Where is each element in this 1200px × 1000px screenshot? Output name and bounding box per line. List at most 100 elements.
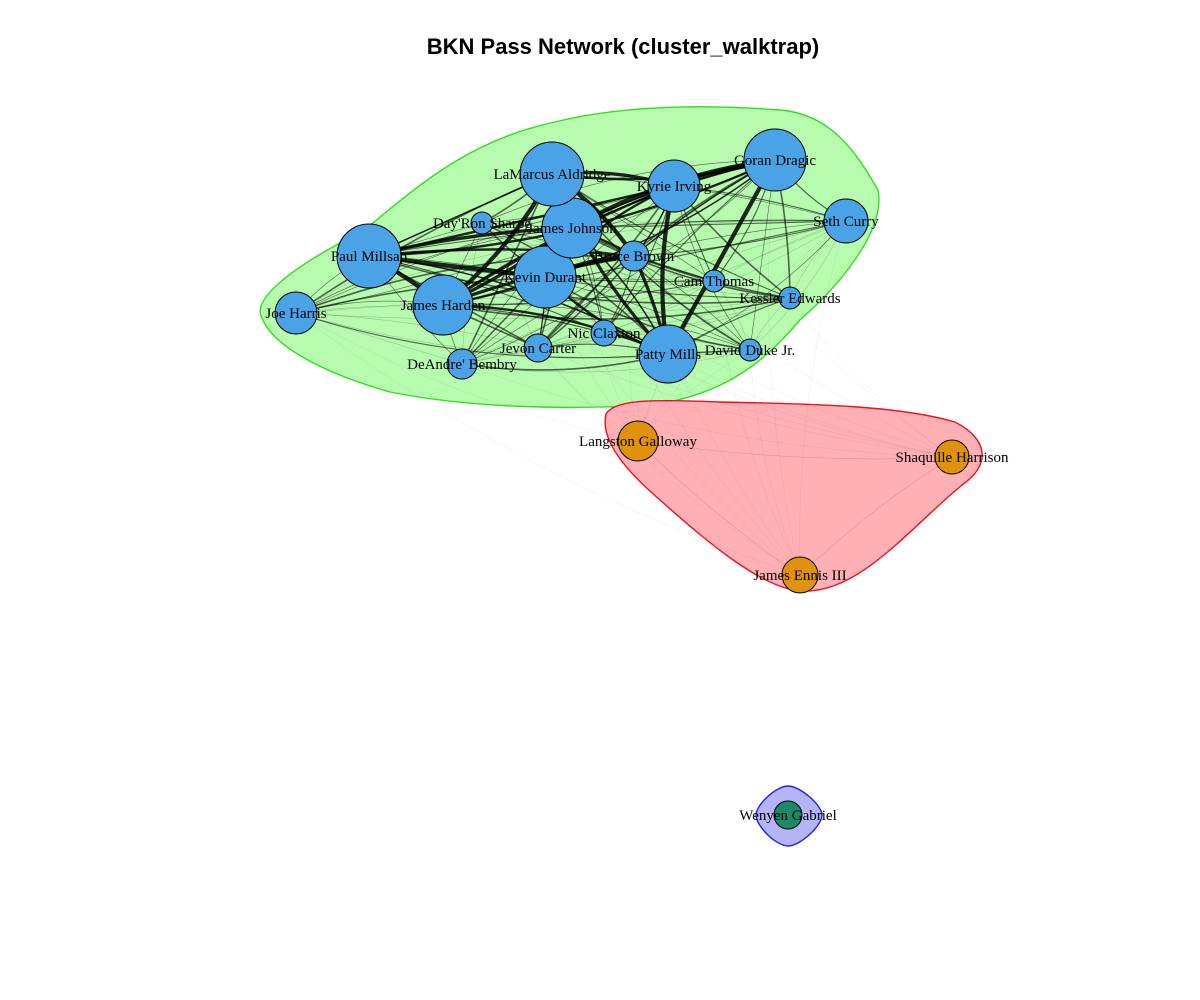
pass-edge <box>749 349 801 576</box>
player-label: James Johnson <box>527 221 617 237</box>
pass-edge <box>633 255 801 576</box>
pass-edge <box>537 280 715 349</box>
player-label: James Ennis III <box>753 568 846 584</box>
pass-edge <box>633 255 751 351</box>
cluster-hull-2 <box>604 399 983 592</box>
player-label: Jevon Carter <box>500 341 576 357</box>
pass-edge <box>442 297 791 320</box>
pass-edge <box>295 173 553 314</box>
player-label: Kessler Edwards <box>739 291 840 307</box>
pass-edge <box>368 255 791 305</box>
player-node <box>446 348 478 380</box>
pass-edge <box>368 184 675 258</box>
player-node <box>934 439 970 475</box>
player-label: Patty Mills <box>635 347 701 363</box>
player-label: Cam Thomas <box>674 274 754 290</box>
pass-edge <box>461 255 635 365</box>
pass-edge <box>789 297 953 458</box>
pass-edge <box>537 159 776 349</box>
player-label: Wenyen Gabriel <box>739 808 837 824</box>
pass-edge <box>461 220 847 365</box>
player-node <box>519 141 585 207</box>
player-label: Bruce Brown <box>594 249 675 265</box>
pass-edge <box>603 280 715 334</box>
player-node <box>412 274 474 336</box>
pass-edge <box>633 220 847 257</box>
player-node <box>590 319 618 347</box>
player-label: Joe Harris <box>265 306 326 322</box>
pass-edge <box>713 280 801 576</box>
pass-edge <box>481 159 776 224</box>
pass-edge <box>481 222 791 299</box>
player-label: Paul Millsap <box>331 249 407 265</box>
player-node <box>781 556 819 594</box>
player-label: James Harden <box>401 298 486 314</box>
pass-edge <box>295 185 675 314</box>
pass-edge <box>461 349 751 373</box>
pass-edge <box>442 280 715 306</box>
player-label: Day'Ron Sharpe <box>433 216 531 232</box>
player-label: Kyrie Irving <box>637 179 712 195</box>
player-label: Nic Claxton <box>568 326 641 342</box>
player-node <box>743 128 807 192</box>
pass-edge <box>628 255 639 442</box>
pass-edge <box>544 276 801 576</box>
player-node <box>513 245 577 309</box>
player-label: Shaquille Harrison <box>896 450 1009 466</box>
player-node <box>638 324 698 384</box>
player-nodes <box>274 128 970 830</box>
pass-edge <box>368 219 847 257</box>
pass-edge <box>295 312 539 349</box>
pass-edge <box>481 222 751 351</box>
player-node <box>647 159 701 213</box>
pass-edge <box>799 220 847 576</box>
pass-edge <box>603 297 791 334</box>
player-label: Kevin Durant <box>504 270 587 286</box>
pass-edge <box>442 303 751 351</box>
pass-edge <box>637 159 776 442</box>
pass-edge <box>637 440 801 576</box>
pass-edge <box>295 312 801 576</box>
pass-edge <box>481 222 715 282</box>
pass-edge <box>673 185 953 458</box>
pass-edge <box>768 159 801 576</box>
pass-edge <box>603 220 847 334</box>
pass-edge <box>571 227 801 576</box>
player-label: David Duke Jr. <box>705 343 795 359</box>
pass-edge <box>799 456 953 576</box>
player-node <box>823 198 869 244</box>
player-node <box>702 269 726 293</box>
player-node <box>738 338 762 362</box>
player-node <box>617 420 659 462</box>
pass-edge <box>295 254 635 314</box>
pass-edge <box>295 297 791 320</box>
player-node <box>470 211 494 235</box>
pass-edge <box>461 363 953 458</box>
player-label: LaMarcus Aldridge <box>493 167 610 183</box>
pass-edge <box>667 353 953 458</box>
player-node <box>773 800 803 830</box>
player-node <box>778 286 802 310</box>
pass-edge <box>461 297 791 365</box>
player-node <box>523 333 553 363</box>
pass-edge <box>537 347 801 576</box>
pass-edge <box>368 248 635 258</box>
pass-edge <box>537 220 847 349</box>
player-label: Goran Dragic <box>734 153 816 169</box>
pass-edge <box>481 222 539 349</box>
pass-edge <box>295 312 669 359</box>
pass-edge <box>637 220 847 442</box>
pass-edge <box>295 312 639 442</box>
player-node <box>336 223 402 289</box>
player-label: Langston Galloway <box>579 434 697 450</box>
player-node <box>618 240 650 272</box>
player-labels: Kevin Durant James Harden James Johnson LaM… <box>265 153 1009 824</box>
pass-edge <box>442 304 953 458</box>
pass-edge <box>551 173 953 458</box>
player-label: Seth Curry <box>813 214 879 230</box>
pass-edge <box>637 440 953 460</box>
player-label: DeAndre' Bembry <box>407 357 517 373</box>
pass-edge <box>295 280 715 314</box>
pass-edge <box>481 220 847 224</box>
